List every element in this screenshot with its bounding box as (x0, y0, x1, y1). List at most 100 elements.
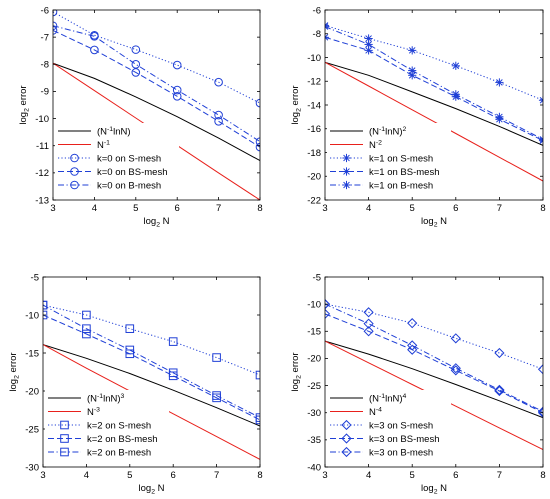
data-point (212, 353, 221, 362)
series-line (43, 304, 260, 419)
x-tick-label: 8 (540, 470, 545, 481)
legend-label: k=1 on B-mesh (369, 180, 433, 191)
legend-marker (70, 180, 79, 190)
chart-panel-1: 3 4 5 6 7 8 -13 -12 -11 -10 -9 -8 -7 -6 log2 N log2 err… (18, 5, 263, 229)
legend-marker (341, 433, 352, 444)
legend-marker (342, 167, 351, 176)
data-point (255, 413, 260, 422)
series-line (325, 303, 543, 370)
data-point (82, 329, 91, 339)
y-tick-label: -15 (25, 348, 39, 359)
x-tick-label: 3 (40, 470, 45, 481)
y-tick-label: -30 (25, 462, 39, 473)
data-point (537, 407, 543, 418)
legend-label: (N-1lnN)3 (87, 393, 125, 405)
legend-label: k=0 on BS-mesh (97, 167, 168, 178)
series-line (325, 24, 543, 101)
series-line (325, 313, 543, 414)
y-axis-label: log2 error (290, 352, 303, 391)
data-point (131, 59, 141, 69)
x-tick-label: 8 (257, 203, 262, 214)
y-tick-label: -12 (35, 168, 49, 179)
data-point (168, 368, 178, 378)
y-tick-label: -11 (36, 141, 49, 152)
y-tick-label: -25 (307, 381, 321, 392)
y-axis-label: log2 error (290, 85, 303, 124)
data-point (363, 326, 374, 337)
data-point (538, 96, 543, 105)
legend-label: k=2 on S-mesh (87, 420, 151, 431)
y-tick-label: -20 (307, 354, 321, 365)
y-tick-label: -35 (307, 435, 321, 446)
y-axis-label: log2 error (8, 352, 21, 391)
data-point (212, 391, 221, 400)
y-tick-label: -30 (307, 408, 321, 419)
series-line (43, 314, 260, 421)
data-point (255, 370, 260, 380)
y-tick-label: -5 (31, 272, 39, 283)
legend-label: N-2 (369, 139, 382, 151)
data-point (538, 135, 543, 144)
y-axis-label: log2 error (18, 85, 31, 124)
data-point (495, 78, 504, 87)
series-(N^-1 lnN) (53, 62, 260, 162)
data-point (537, 364, 543, 375)
y-tick-label: -20 (25, 386, 39, 397)
y-tick-label: -10 (35, 114, 49, 125)
series-line (43, 304, 260, 376)
data-point (325, 33, 330, 42)
data-point (363, 318, 374, 329)
y-tick-label: -5 (313, 272, 321, 283)
data-point (214, 116, 223, 126)
legend-label: N-4 (369, 406, 382, 418)
x-tick-label: 3 (322, 470, 327, 481)
legend-label: k=3 on BS-mesh (369, 434, 440, 445)
y-tick-label: -12 (307, 77, 321, 88)
data-point (407, 318, 418, 329)
series-line (325, 303, 543, 413)
x-tick-label: 4 (366, 470, 371, 481)
data-point (82, 324, 91, 333)
legend-label: k=1 on S-mesh (369, 153, 433, 164)
axes-box (42, 276, 261, 468)
y-tick-label: -20 (307, 172, 321, 183)
legend-marker (60, 447, 69, 457)
data-point (255, 142, 260, 152)
legend-marker (60, 434, 69, 443)
series-line (325, 26, 543, 140)
y-tick-label: -9 (41, 87, 49, 98)
x-tick-label: 8 (257, 470, 262, 481)
y-tick-label: -8 (41, 60, 49, 71)
data-point (494, 384, 505, 396)
legend: (N-1lnN)2N-2 k=1 on S-mesh k=1 on BS-mesh k… (327, 123, 451, 194)
legend-marker (341, 419, 352, 431)
x-tick-label: 7 (214, 470, 219, 481)
series-line (43, 344, 260, 427)
legend-label: k=1 on BS-mesh (369, 167, 440, 178)
legend-marker (341, 446, 352, 458)
legend-label: k=0 on B-mesh (97, 180, 161, 191)
series-line (53, 62, 260, 162)
x-tick-label: 6 (453, 203, 458, 214)
data-point (255, 98, 260, 108)
y-tick-label: -8 (313, 29, 321, 40)
x-tick-label: 7 (497, 470, 502, 481)
series-(N^-1 lnN)^3 (43, 344, 260, 427)
series-k=3 on B-mesh (325, 299, 543, 417)
data-point (495, 112, 504, 121)
x-axis-label: log2 N (144, 216, 170, 229)
chart-panel-2: 3 4 5 6 7 8 -22 -20 -18 -16 -14 -12 -10 -8 -6 log2 N log… (290, 5, 546, 229)
legend: (N-1lnN)3N-3 k=2 on S-mesh k=2 on BS-mesh k… (45, 390, 169, 461)
series-line (53, 11, 260, 104)
series-line (53, 25, 260, 143)
y-tick-label: -25 (25, 424, 39, 435)
data-point (168, 337, 178, 346)
x-tick-label: 7 (497, 203, 502, 214)
series-k=1 on S-mesh (325, 21, 543, 105)
data-point (450, 365, 461, 376)
x-tick-label: 3 (322, 203, 327, 214)
data-point (363, 307, 374, 318)
x-axis-label: log2 N (421, 216, 447, 229)
legend-label: N-1 (97, 139, 110, 151)
